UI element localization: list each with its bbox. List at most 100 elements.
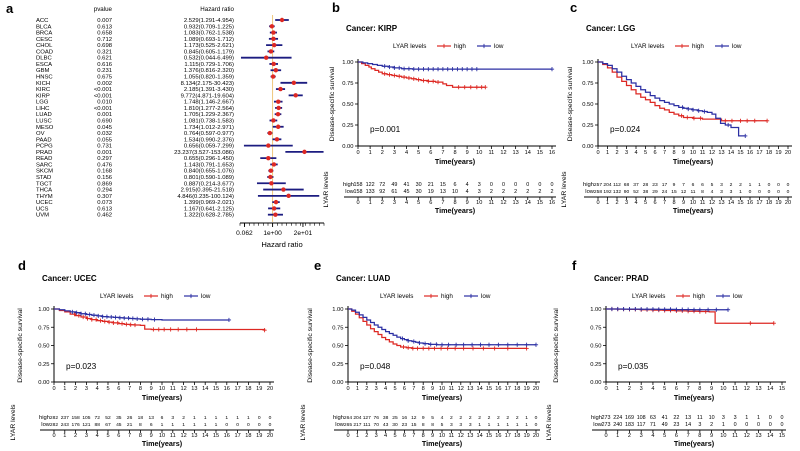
hr-point	[302, 149, 307, 155]
legend-label-low: low	[733, 293, 743, 300]
risk-axis-label: LYAR levels	[323, 171, 330, 208]
risk-x-tick: 15	[213, 433, 219, 439]
risk-count-high: 28	[643, 182, 649, 188]
panel-letter-c: c	[570, 0, 577, 15]
risk-count-high: 25	[392, 415, 398, 421]
risk-x-tick: 12	[500, 200, 506, 206]
hr-point	[269, 181, 274, 186]
risk-count-high: 282	[50, 415, 58, 421]
km-x-tick: 15	[537, 150, 543, 156]
hr-ci-value: 2.529(1.291-4.954)	[184, 18, 234, 24]
risk-count-low: 183	[625, 422, 634, 428]
risk-x-tick: 16	[549, 200, 555, 206]
risk-x-tick: 8	[672, 200, 675, 206]
risk-count-low: 2	[538, 189, 541, 195]
hr-point	[272, 42, 277, 48]
km-x-tick: 0	[356, 150, 359, 156]
risk-count-low: 0	[225, 422, 228, 428]
risk-count-high: 4	[466, 182, 469, 188]
km-x-tick: 12	[500, 150, 506, 156]
hr-point	[291, 80, 297, 86]
km-pvalue: p=0.001	[370, 124, 401, 134]
risk-count-high: 4	[441, 415, 444, 421]
km-y-label: Disease-specific survival	[567, 66, 574, 141]
risk-count-low: 15	[671, 189, 677, 195]
pvalue-value: 0.002	[97, 81, 112, 87]
cancer-label: PCPG	[36, 144, 53, 150]
risk-count-high: 63	[650, 415, 656, 421]
risk-count-high: 3	[478, 182, 481, 188]
risk-x-tick: 17	[234, 433, 240, 439]
risk-count-low: 2	[710, 422, 713, 428]
km-x-label: Time(years)	[435, 157, 476, 166]
hr-ci-value: 1.705(1.229-2.367)	[184, 112, 234, 118]
hr-point	[275, 112, 281, 117]
risk-x-tick: 11	[448, 433, 454, 439]
cancer-label: HNSC	[36, 75, 53, 81]
risk-x-tick: 7	[663, 200, 666, 206]
km-x-tick: 10	[690, 150, 696, 156]
risk-count-high: 122	[366, 182, 375, 188]
risk-x-tick: 2	[628, 433, 631, 439]
km-y-tick: 0.00	[590, 380, 601, 386]
risk-count-low: 5	[441, 422, 444, 428]
legend-label-high: high	[454, 43, 466, 50]
cancer-label: CHOL	[36, 43, 53, 49]
risk-count-low: 132	[613, 189, 621, 195]
km-x-tick: 20	[785, 150, 791, 156]
km-x-tick: 8	[422, 386, 425, 392]
survival-curve-high	[598, 61, 770, 123]
risk-count-high: 0	[490, 182, 493, 188]
risk-count-low: 2	[502, 189, 505, 195]
cancer-label: ESCA	[36, 62, 52, 68]
legend-title: LYAR levels	[380, 293, 413, 300]
km-panel-luad: e Cancer: LUAD LYAR levels high low 1.00 0.75 0…	[298, 255, 544, 451]
risk-x-tick: 15	[779, 433, 785, 439]
risk-count-high: 0	[781, 415, 784, 421]
cancer-label: KIRC	[36, 87, 51, 93]
km-x-tick: 8	[672, 150, 675, 156]
risk-count-low: 0	[757, 422, 760, 428]
pvalue-value: 0.307	[97, 194, 112, 200]
risk-count-high: 38	[383, 415, 389, 421]
risk-count-high: 257	[594, 182, 602, 188]
risk-count-low: 176	[72, 422, 80, 428]
risk-x-tick: 1	[616, 433, 619, 439]
risk-count-high: 158	[72, 415, 80, 421]
risk-x-tick: 13	[191, 433, 197, 439]
risk-x-tick: 14	[476, 433, 482, 439]
risk-count-low: 61	[391, 189, 397, 195]
risk-count-low: 30	[392, 422, 398, 428]
risk-x-tick: 3	[375, 433, 378, 439]
risk-x-tick: 7	[128, 433, 131, 439]
forest-x-tick: 2e+01	[294, 230, 313, 237]
legend-label-low: low	[201, 293, 211, 300]
risk-count-high: 0	[258, 415, 261, 421]
hr-point	[271, 30, 276, 35]
risk-x-tick: 2	[74, 433, 77, 439]
risk-count-low: 282	[50, 422, 58, 428]
risk-x-tick: 13	[467, 433, 473, 439]
km-x-tick: 4	[384, 386, 387, 392]
km-x-tick: 19	[523, 386, 529, 392]
pvalue-value: 0.156	[97, 175, 112, 181]
km-title: Cancer: LUAD	[336, 274, 390, 283]
cancer-label: TGCT	[36, 181, 52, 187]
hr-point	[281, 187, 286, 192]
risk-count-low: 1	[739, 189, 742, 195]
risk-count-high: 2	[459, 415, 462, 421]
km-x-tick: 7	[128, 386, 131, 392]
risk-x-tick: 11	[488, 200, 494, 206]
risk-x-tick: 10	[159, 433, 165, 439]
col-header-hr: Hazard ratio	[200, 6, 234, 13]
hr-ci-value: 0.656(0.059-7.299)	[184, 144, 234, 150]
risk-x-tick: 11	[170, 433, 176, 439]
cancer-label: BRCA	[36, 31, 52, 37]
hr-ci-value: 1.167(0.641-2.125)	[184, 206, 234, 212]
risk-count-high: 0	[526, 182, 529, 188]
risk-x-tick: 5	[417, 200, 420, 206]
pvalue-value: 0.621	[97, 56, 112, 62]
hr-ci-value: 1.143(0.791-1.653)	[184, 162, 234, 168]
